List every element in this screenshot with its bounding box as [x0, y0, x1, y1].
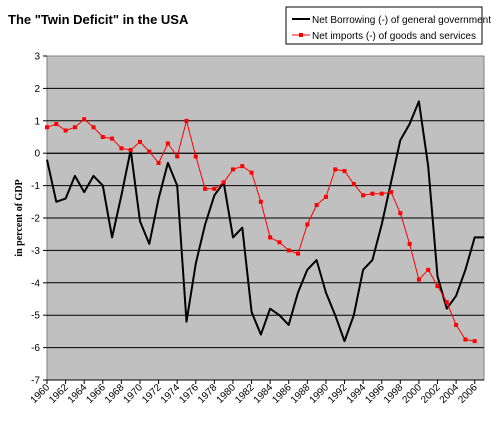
data-point-imports — [343, 169, 347, 173]
x-tick-label: 1970 — [122, 382, 146, 406]
y-tick-label: -4 — [31, 278, 40, 289]
data-point-imports — [277, 240, 281, 244]
data-point-imports — [426, 268, 430, 272]
y-tick-label: -6 — [31, 343, 40, 354]
data-point-imports — [203, 187, 207, 191]
data-point-imports — [370, 192, 374, 196]
x-tick-label: 2000 — [401, 382, 425, 406]
y-tick-label: 2 — [34, 84, 40, 95]
data-point-imports — [64, 129, 68, 133]
y-axis-ticks: 3 2 1 0 -1 -2 -3 -4 -5 -6 -7 — [31, 52, 47, 387]
x-tick-label: 1968 — [103, 382, 127, 406]
y-tick-label: 0 — [34, 149, 40, 160]
legend-label-imports: Net imports (-) of goods and services — [312, 31, 476, 42]
y-tick-label: -1 — [31, 181, 40, 192]
x-tick-label: 1974 — [159, 382, 183, 406]
data-point-imports — [129, 148, 133, 152]
legend: Net Borrowing (-) of general government … — [286, 7, 491, 44]
x-tick-label: 1964 — [66, 382, 90, 406]
x-tick-label: 1980 — [215, 382, 239, 406]
data-point-imports — [259, 200, 263, 204]
data-point-imports — [268, 235, 272, 239]
legend-marker-imports — [299, 33, 303, 37]
data-point-imports — [194, 154, 198, 158]
data-point-imports — [398, 211, 402, 215]
data-point-imports — [157, 161, 161, 165]
data-point-imports — [296, 252, 300, 256]
data-point-imports — [361, 193, 365, 197]
data-point-imports — [91, 125, 95, 129]
y-tick-label: -5 — [31, 311, 40, 322]
data-point-imports — [473, 339, 477, 343]
x-tick-label: 2004 — [438, 382, 462, 406]
data-point-imports — [417, 278, 421, 282]
data-point-imports — [175, 154, 179, 158]
x-tick-label: 1988 — [289, 382, 313, 406]
y-tick-label: 1 — [34, 116, 40, 127]
data-point-imports — [380, 192, 384, 196]
data-point-imports — [184, 119, 188, 123]
data-point-imports — [408, 242, 412, 246]
x-tick-label: 2002 — [419, 382, 443, 406]
y-axis-label: in percent of GDP — [14, 179, 25, 256]
y-tick-label: 3 — [34, 52, 40, 63]
data-point-imports — [166, 141, 170, 145]
data-point-imports — [212, 187, 216, 191]
x-tick-label: 1962 — [47, 382, 71, 406]
data-point-imports — [352, 182, 356, 186]
data-point-imports — [82, 117, 86, 121]
data-point-imports — [436, 284, 440, 288]
data-point-imports — [222, 180, 226, 184]
y-tick-label: -2 — [31, 214, 40, 225]
data-point-imports — [54, 122, 58, 126]
x-tick-label: 1982 — [233, 382, 257, 406]
x-tick-label: 1992 — [326, 382, 350, 406]
x-tick-label: 1994 — [345, 382, 369, 406]
x-tick-label: 1998 — [382, 382, 406, 406]
x-tick-label: 2006 — [456, 382, 480, 406]
y-tick-label: -7 — [31, 376, 40, 387]
data-point-imports — [250, 171, 254, 175]
data-point-imports — [73, 125, 77, 129]
data-point-imports — [110, 137, 114, 141]
data-point-imports — [454, 323, 458, 327]
x-axis-ticks: 1960196219641966196819701972197419761978… — [29, 380, 484, 406]
legend-label-gov: Net Borrowing (-) of general government — [312, 15, 491, 26]
data-point-imports — [463, 338, 467, 342]
x-tick-label: 1972 — [140, 382, 164, 406]
chart-title: The "Twin Deficit" in the USA — [8, 12, 189, 27]
data-point-imports — [138, 140, 142, 144]
data-point-imports — [119, 146, 123, 150]
data-point-imports — [45, 125, 49, 129]
data-point-imports — [305, 222, 309, 226]
data-point-imports — [389, 190, 393, 194]
x-tick-label: 1984 — [252, 382, 276, 406]
data-point-imports — [231, 167, 235, 171]
x-tick-label: 1996 — [363, 382, 387, 406]
y-tick-label: -3 — [31, 246, 40, 257]
x-tick-label: 1966 — [84, 382, 108, 406]
data-point-imports — [101, 135, 105, 139]
data-point-imports — [324, 195, 328, 199]
data-point-imports — [315, 203, 319, 207]
data-point-imports — [333, 167, 337, 171]
data-point-imports — [240, 164, 244, 168]
data-point-imports — [445, 300, 449, 304]
data-point-imports — [147, 150, 151, 154]
x-tick-label: 1986 — [270, 382, 294, 406]
x-tick-label: 1990 — [308, 382, 332, 406]
x-tick-label: 1978 — [196, 382, 220, 406]
data-point-imports — [287, 248, 291, 252]
x-tick-label: 1976 — [177, 382, 201, 406]
